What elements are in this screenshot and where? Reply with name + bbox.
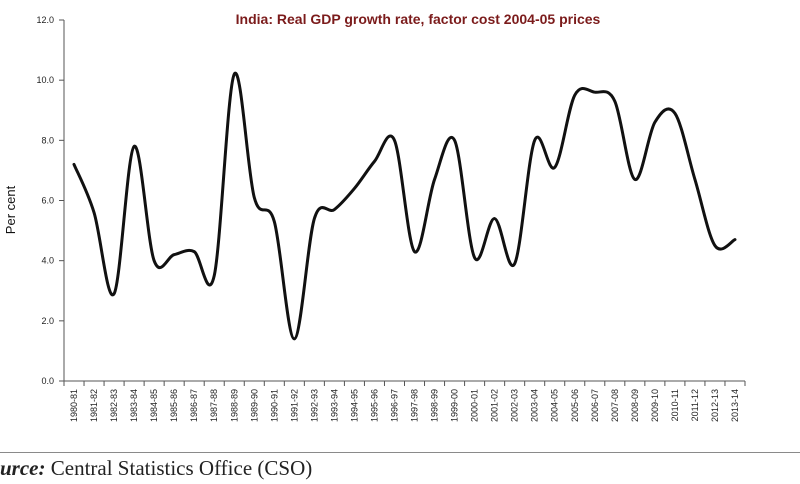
x-tick-label: 2006-07 bbox=[590, 389, 600, 422]
x-tick-label: 1990-91 bbox=[269, 389, 279, 422]
data-point bbox=[372, 159, 377, 164]
y-tick-label: 0.0 bbox=[41, 376, 54, 386]
data-point bbox=[212, 273, 217, 278]
data-point bbox=[492, 216, 497, 221]
footer-divider bbox=[0, 452, 800, 484]
x-tick-label: 2009-10 bbox=[650, 389, 660, 422]
data-point bbox=[352, 186, 357, 191]
x-tick-label: 1994-95 bbox=[349, 389, 359, 422]
x-tick-label: 1983-84 bbox=[129, 389, 139, 422]
x-tick-label: 1981-82 bbox=[89, 389, 99, 422]
data-point bbox=[252, 195, 257, 200]
x-tick-label: 2002-03 bbox=[510, 389, 520, 422]
x-tick-label: 2010-11 bbox=[670, 389, 680, 421]
data-point bbox=[692, 177, 697, 182]
y-tick-label: 10.0 bbox=[36, 75, 54, 85]
x-tick-label: 1987-88 bbox=[209, 389, 219, 422]
x-tick-label: 1986-87 bbox=[189, 389, 199, 422]
data-point bbox=[452, 138, 457, 143]
source-note: urce: Central Statistics Office (CSO) bbox=[0, 456, 312, 481]
y-tick-label: 8.0 bbox=[41, 135, 54, 145]
x-tick-label: 1995-96 bbox=[369, 389, 379, 422]
x-tick-label: 1996-97 bbox=[389, 389, 399, 422]
data-point bbox=[232, 72, 237, 77]
x-tick-label: 1982-83 bbox=[109, 389, 119, 422]
x-tick-label: 1999-00 bbox=[450, 389, 460, 422]
data-point bbox=[572, 93, 577, 98]
y-tick-label: 12.0 bbox=[36, 15, 54, 25]
x-tick-label: 1989-90 bbox=[249, 389, 259, 422]
axes bbox=[59, 19, 746, 386]
data-point bbox=[292, 336, 297, 341]
data-point bbox=[732, 237, 737, 242]
tick-labels: 0.0 2.0 4.0 6.0 8.0 10.0 12.0 1980-81 1981-82 198… bbox=[36, 15, 740, 422]
x-tick-label: 1980-81 bbox=[69, 389, 79, 422]
data-point bbox=[472, 255, 477, 260]
source-text: Central Statistics Office (CSO) bbox=[50, 456, 313, 480]
data-point bbox=[532, 138, 537, 143]
x-tick-label: 1985-86 bbox=[169, 389, 179, 422]
x-tick-label: 1988-89 bbox=[229, 389, 239, 422]
x-tick-label: 2013-14 bbox=[730, 389, 740, 422]
data-point bbox=[152, 258, 157, 263]
data-point bbox=[552, 165, 557, 170]
data-point bbox=[712, 243, 717, 248]
x-tick-label: 2007-08 bbox=[610, 389, 620, 422]
data-point bbox=[672, 111, 677, 116]
y-tick-label: 6.0 bbox=[41, 196, 54, 206]
x-tick-label: 2000-01 bbox=[470, 389, 480, 422]
data-point bbox=[392, 138, 397, 143]
x-tick-label: 2004-05 bbox=[550, 389, 560, 422]
data-point bbox=[312, 216, 317, 221]
data-point bbox=[192, 249, 197, 254]
data-point bbox=[512, 261, 517, 266]
x-tick-label: 1993-94 bbox=[329, 389, 339, 422]
data-point bbox=[612, 99, 617, 104]
x-tick-label: 2008-09 bbox=[630, 389, 640, 422]
data-point bbox=[432, 177, 437, 182]
source-label: urce: bbox=[0, 456, 46, 480]
data-point bbox=[112, 291, 117, 296]
x-tick-label: 2005-06 bbox=[570, 389, 580, 422]
y-tick-label: 4.0 bbox=[41, 256, 54, 266]
data-point bbox=[132, 144, 137, 149]
x-tick-label: 2012-13 bbox=[710, 389, 720, 422]
x-tick-label: 2011-12 bbox=[690, 389, 700, 421]
chart-title: India: Real GDP growth rate, factor cost… bbox=[236, 11, 601, 27]
series-line-gdp-growth bbox=[72, 71, 737, 341]
data-point bbox=[592, 90, 597, 95]
x-tick-label: 1991-92 bbox=[289, 389, 299, 422]
data-point bbox=[92, 210, 97, 215]
x-tick-label: 1998-99 bbox=[430, 389, 440, 422]
data-point bbox=[632, 177, 637, 182]
x-tick-label: 2003-04 bbox=[530, 389, 540, 422]
data-point bbox=[332, 207, 337, 212]
data-point bbox=[412, 249, 417, 254]
data-point bbox=[272, 219, 277, 224]
data-point bbox=[652, 120, 657, 125]
x-tick-label: 2001-02 bbox=[490, 389, 500, 422]
series bbox=[72, 71, 737, 341]
x-tick-label: 1997-98 bbox=[410, 389, 420, 422]
data-point bbox=[72, 162, 77, 167]
line-chart: India: Real GDP growth rate, factor cost… bbox=[3, 11, 746, 422]
x-tick-label: 1984-85 bbox=[149, 389, 159, 422]
x-tick-label: 1992-93 bbox=[309, 389, 319, 422]
y-axis-label: Per cent bbox=[3, 185, 18, 234]
data-point bbox=[172, 252, 177, 257]
y-tick-label: 2.0 bbox=[41, 316, 54, 326]
